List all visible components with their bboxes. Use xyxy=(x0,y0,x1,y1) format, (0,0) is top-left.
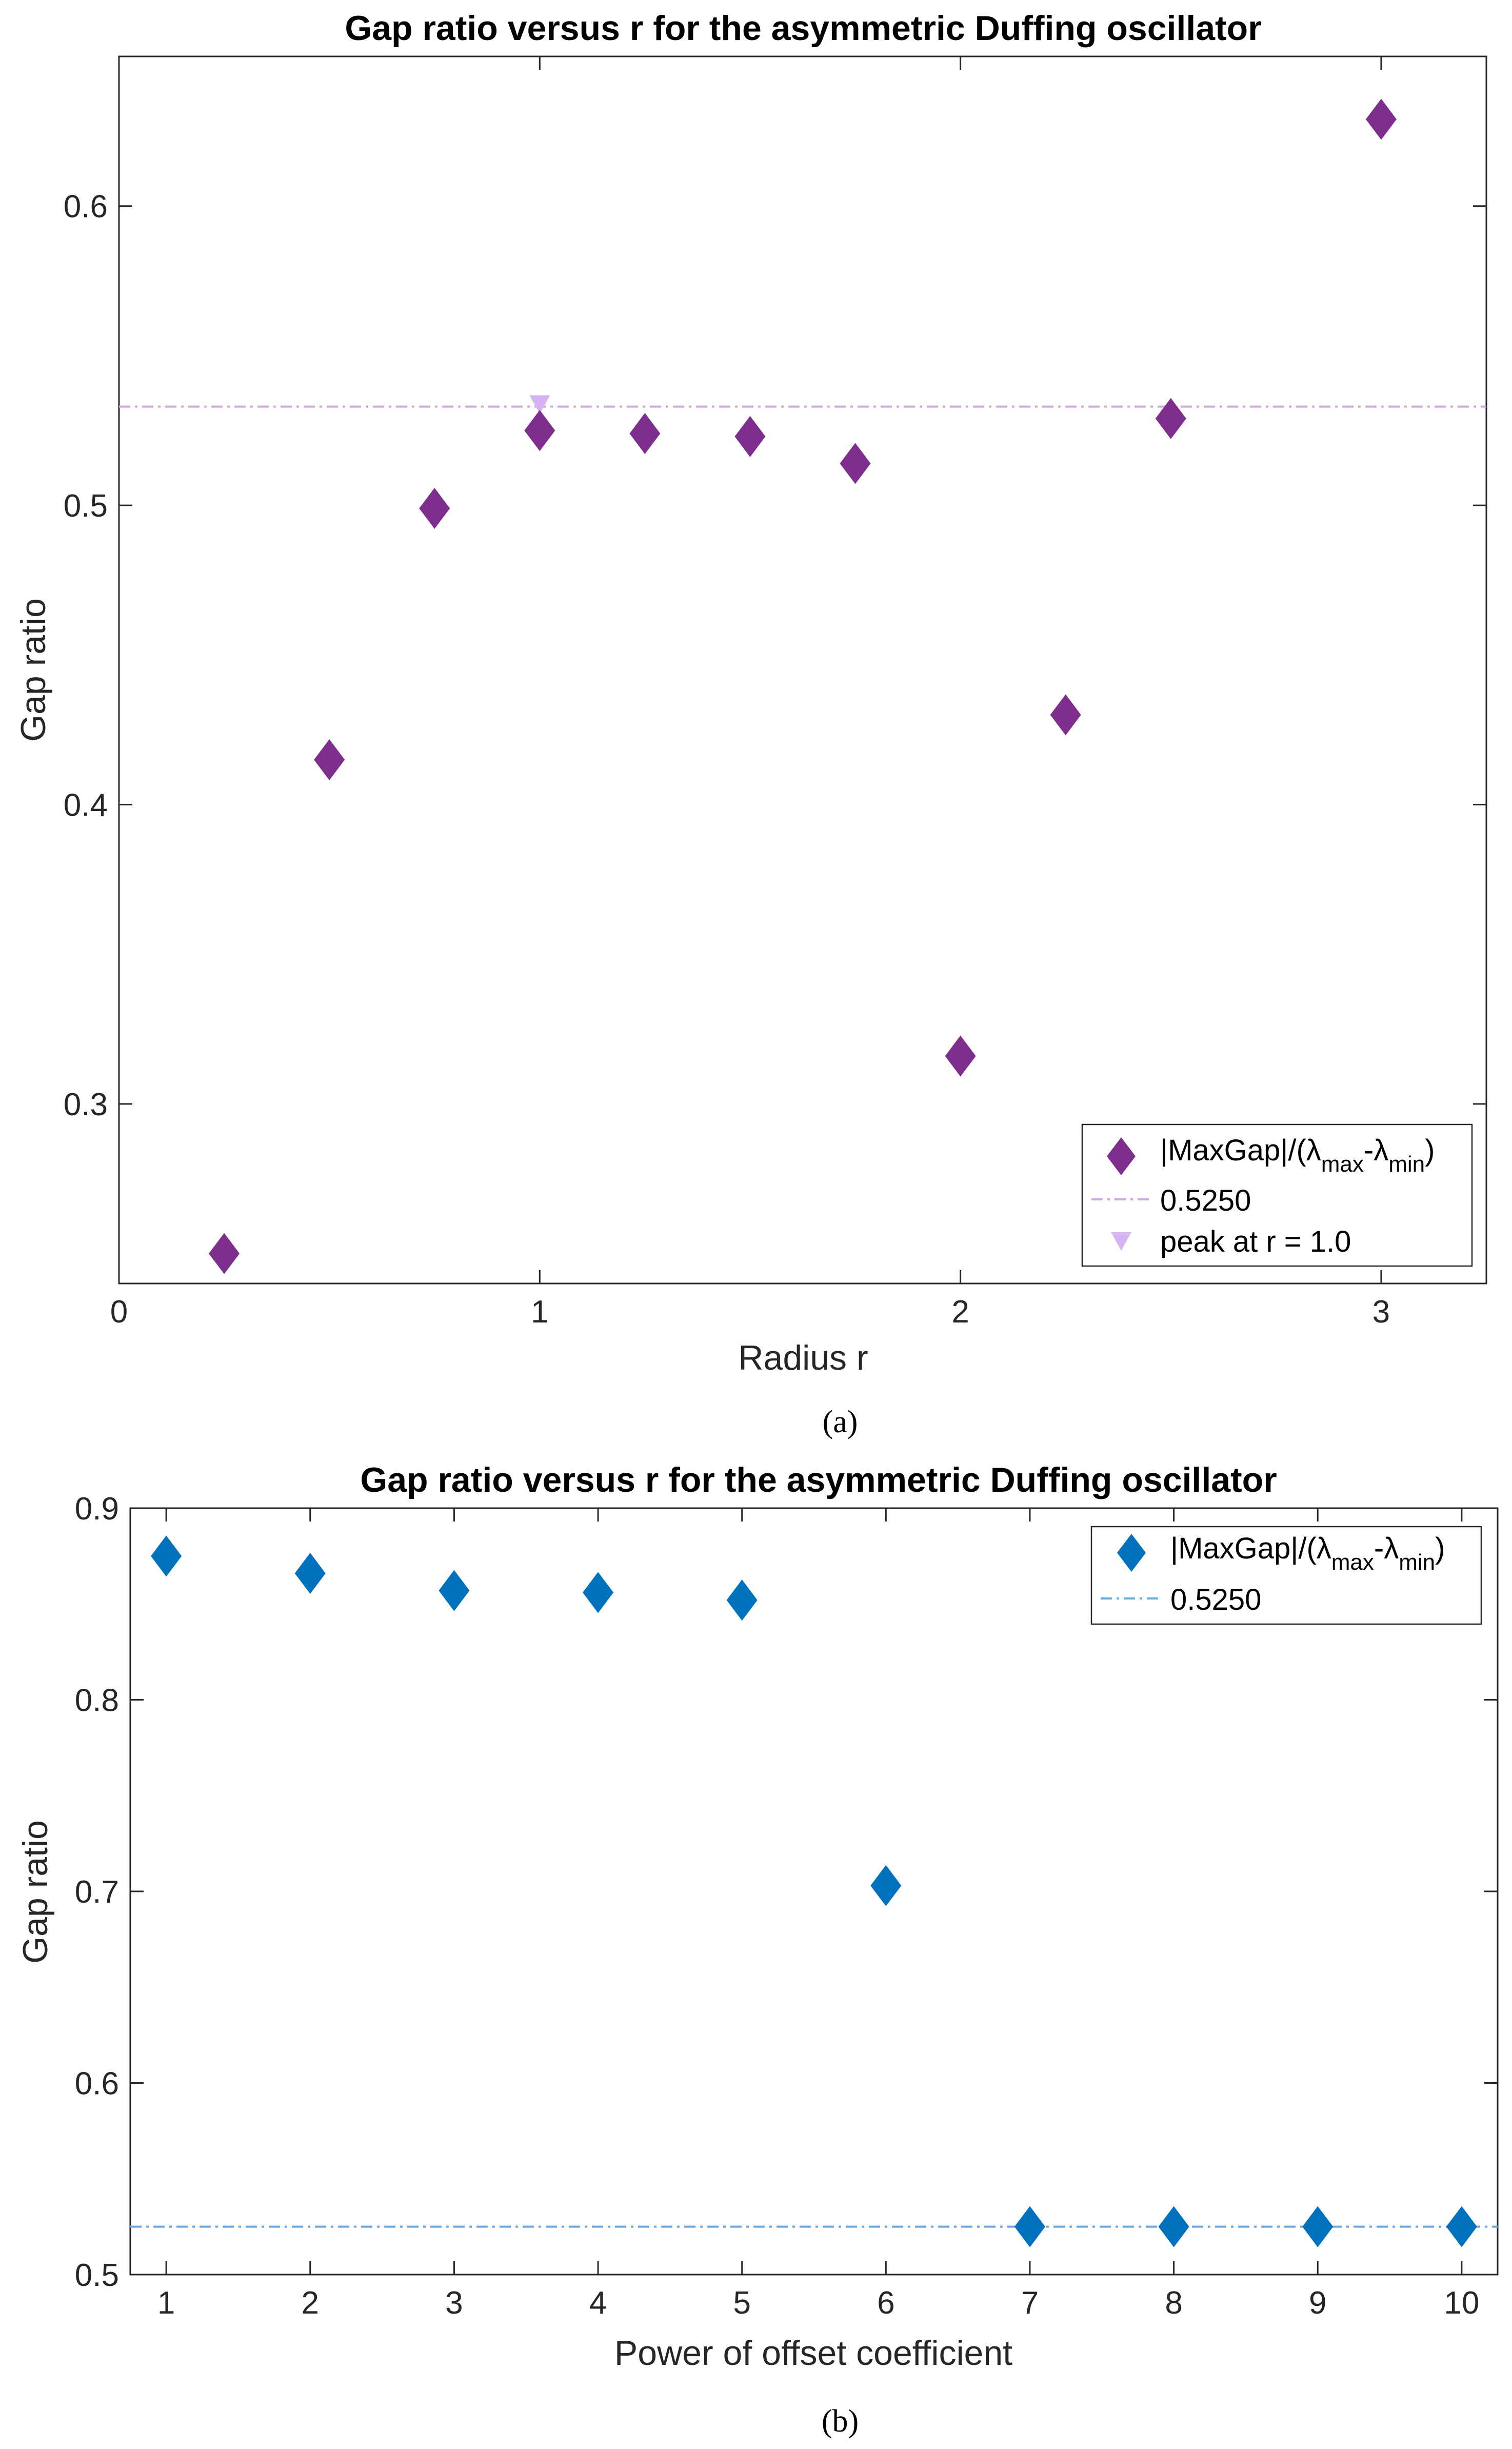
data-point xyxy=(734,416,766,457)
legend-series-label-b: |MaxGap|/(λmax-λmin) xyxy=(1170,1532,1445,1575)
x-tick-label: 6 xyxy=(877,2285,894,2321)
data-point xyxy=(629,413,661,455)
legend-line-label-a: 0.5250 xyxy=(1160,1184,1251,1217)
legend-line-label-b: 0.5250 xyxy=(1170,1583,1261,1616)
x-tick-label: 5 xyxy=(733,2285,750,2321)
data-point xyxy=(524,410,555,451)
data-point xyxy=(945,1035,976,1077)
data-point xyxy=(1155,398,1186,439)
x-tick-label: 8 xyxy=(1165,2285,1182,2321)
legend-a: |MaxGap|/(λmax-λmin) 0.5250 peak at r = … xyxy=(1081,1123,1473,1267)
y-tick-label: 0.4 xyxy=(64,788,108,823)
data-point xyxy=(1014,2206,1045,2247)
chart-title-a: Gap ratio versus r for the asymmetric Du… xyxy=(345,9,1261,48)
y-tick-label: 0.9 xyxy=(75,1491,119,1527)
y-tick-label: 0.6 xyxy=(64,189,108,225)
x-tick-label: 2 xyxy=(951,1294,969,1330)
data-point xyxy=(209,1233,240,1274)
x-tick-label: 1 xyxy=(531,1294,548,1330)
data-point xyxy=(1158,2206,1189,2247)
y-tick-label: 0.5 xyxy=(75,2258,119,2293)
data-point xyxy=(583,1572,614,1613)
x-tick-label: 2 xyxy=(302,2285,319,2321)
data-point xyxy=(870,1865,902,1906)
y-tick-label: 0.3 xyxy=(64,1087,108,1122)
data-points-b xyxy=(151,1535,1477,2247)
data-point xyxy=(1446,2206,1477,2247)
reference-group-a xyxy=(119,395,1486,414)
x-tick-label: 3 xyxy=(445,2285,463,2321)
x-tick-label: 1 xyxy=(157,2285,175,2321)
y-tick-label: 0.8 xyxy=(75,1683,119,1719)
x-axis-label-a: Radius r xyxy=(738,1338,868,1377)
legend-box-b xyxy=(1090,1526,1482,1625)
data-point xyxy=(1365,98,1397,140)
x-tick-label: 4 xyxy=(589,2285,607,2321)
y-axis-label-b: Gap ratio xyxy=(16,1820,55,1964)
y-tick-label: 0.6 xyxy=(75,2066,119,2102)
data-points-a xyxy=(209,98,1397,1274)
x-tick-label: 0 xyxy=(110,1294,128,1330)
data-point xyxy=(419,487,450,529)
y-tick-label: 0.5 xyxy=(64,488,108,524)
legend-marker-diamond-b xyxy=(1117,1534,1146,1572)
legend-b: |MaxGap|/(λmax-λmin) 0.5250 xyxy=(1090,1526,1482,1625)
y-axis-label-a: Gap ratio xyxy=(14,598,53,742)
legend-peak-marker-a xyxy=(1111,1232,1131,1251)
data-point xyxy=(840,443,871,484)
chart-panel-b: Gap ratio versus r for the asymmetric Du… xyxy=(16,1460,1499,2439)
x-tick-label: 9 xyxy=(1309,2285,1326,2321)
axis-ticks-a: 0 1 2 3 0.3 0.4 0.5 0.6 xyxy=(64,56,1486,1330)
caption-b: (b) xyxy=(822,2404,859,2439)
data-point xyxy=(1050,694,1081,736)
data-point xyxy=(314,739,345,781)
chart-panel-a: Gap ratio versus r for the asymmetric Du… xyxy=(14,9,1487,1439)
caption-a: (a) xyxy=(823,1405,858,1439)
legend-series-label-a: |MaxGap|/(λmax-λmin) xyxy=(1160,1134,1435,1177)
data-point xyxy=(439,1570,470,1611)
axis-ticks-b: 1 2 3 4 5 6 7 8 9 10 0.5 0.6 0.7 0.8 0.9 xyxy=(75,1491,1498,2321)
data-point xyxy=(726,1579,758,1621)
y-tick-label: 0.7 xyxy=(75,1874,119,1910)
x-tick-label: 7 xyxy=(1021,2285,1039,2321)
plot-area-b xyxy=(129,1507,1499,2276)
legend-marker-diamond-a xyxy=(1107,1137,1136,1175)
chart-title-b: Gap ratio versus r for the asymmetric Du… xyxy=(360,1460,1277,1499)
x-tick-label: 10 xyxy=(1444,2285,1479,2321)
legend-box-a xyxy=(1081,1123,1473,1267)
x-tick-label: 3 xyxy=(1372,1294,1390,1330)
data-point xyxy=(1302,2206,1334,2247)
data-point xyxy=(294,1552,326,1594)
plot-area-a xyxy=(118,55,1487,1285)
peak-marker xyxy=(529,395,550,414)
data-point xyxy=(151,1535,182,1577)
legend-peak-label-a: peak at r = 1.0 xyxy=(1160,1225,1351,1258)
x-axis-label-b: Power of offset coefficient xyxy=(614,2334,1012,2373)
